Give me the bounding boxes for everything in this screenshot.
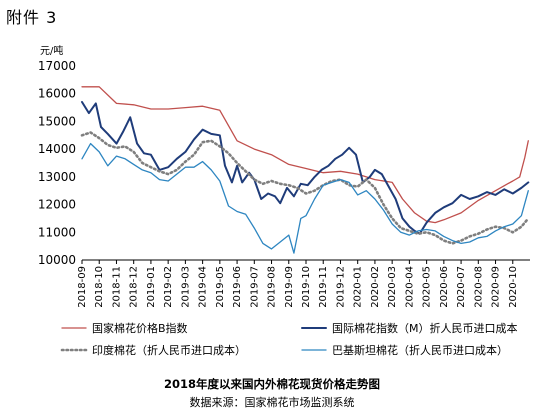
x-tick-label: 2018-12 <box>129 266 140 308</box>
series-line-0 <box>81 86 529 224</box>
x-tick-label: 2020-03 <box>387 266 398 308</box>
y-tick-label: 10000 <box>38 253 76 267</box>
chart-caption-title: 2018年度以来国内外棉花现货价格走势图 <box>163 377 380 391</box>
x-tick-label: 2020-10 <box>508 266 519 308</box>
y-tick-label: 17000 <box>38 59 76 73</box>
chart-axes: 10000 11000 12000 13000 14000 15000 16000 17000… <box>38 59 530 308</box>
x-tick-label: 2019-04 <box>198 266 209 308</box>
series-line-1 <box>81 101 530 235</box>
x-tick-label: 2019-07 <box>249 266 260 308</box>
y-tick-label: 15000 <box>38 114 76 128</box>
series-line-2 <box>80 131 530 245</box>
x-tick-label: 2019-11 <box>318 266 329 308</box>
y-tick-label: 12000 <box>38 198 76 212</box>
y-tick-label: 16000 <box>38 87 76 101</box>
y-tick-label: 11000 <box>38 225 76 239</box>
x-tick-label: 2019-05 <box>215 266 226 308</box>
legend-label-0: 国家棉花价格B指数 <box>92 321 188 335</box>
series-line-3 <box>81 142 529 254</box>
x-tick-label: 2020-04 <box>404 266 415 308</box>
legend-label-3: 巴基斯坦棉花（折人民币进口成本） <box>332 343 508 357</box>
chart-source-note: 数据来源：国家棉花市场监测系统 <box>189 396 355 409</box>
x-tick-label: 2019-10 <box>301 266 312 308</box>
legend-label-1: 国际棉花指数（M）折人民币进口成本 <box>332 321 518 335</box>
x-tick-label: 2020-08 <box>473 266 484 308</box>
x-tick-label: 2019-09 <box>284 266 295 308</box>
y-axis-unit-label: 元/吨 <box>40 46 64 57</box>
x-tick-label: 2018-11 <box>111 266 122 308</box>
x-tick-label: 2020-01 <box>353 266 364 308</box>
chart-legend: 国家棉花价格B指数 国际棉花指数（M）折人民币进口成本印度棉花（折人民币进口成本）… <box>60 321 518 357</box>
x-tick-label: 2020-07 <box>456 266 467 308</box>
x-tick-label: 2020-06 <box>439 266 450 308</box>
x-tick-label: 2018-10 <box>94 266 105 308</box>
x-tick-label: 2020-05 <box>422 266 433 308</box>
x-tick-label: 2019-12 <box>335 266 346 308</box>
y-tick-label: 14000 <box>38 142 76 156</box>
x-tick-label: 2019-06 <box>232 266 243 308</box>
x-tick-label: 2019-02 <box>163 266 174 308</box>
x-tick-label: 2018-09 <box>77 266 88 308</box>
x-tick-label: 2020-09 <box>491 266 502 308</box>
x-tick-label: 2019-08 <box>267 266 278 308</box>
legend-label-2: 印度棉花（折人民币进口成本） <box>92 343 246 357</box>
x-tick-label: 2019-03 <box>180 266 191 308</box>
x-tick-label: 2020-02 <box>370 266 381 308</box>
attachment-label: 附件 3 <box>6 8 58 27</box>
y-tick-label: 13000 <box>38 170 76 184</box>
x-tick-label: 2019-01 <box>146 266 157 308</box>
series-lines <box>80 86 530 254</box>
